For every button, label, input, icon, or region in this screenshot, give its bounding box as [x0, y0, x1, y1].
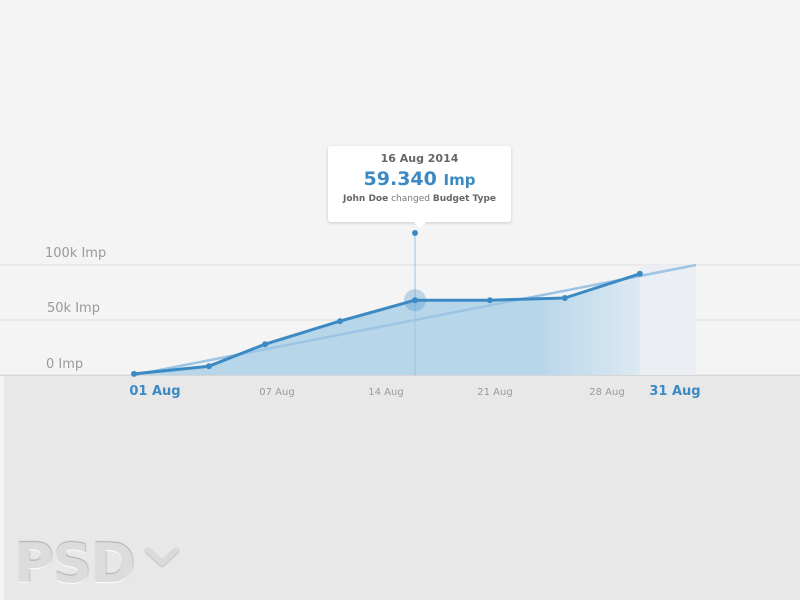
tooltip-anchor-dot [412, 230, 418, 236]
x-tick-label: 01 Aug [129, 384, 181, 399]
tooltip-action: changed [391, 194, 430, 204]
x-tick-label: 21 Aug [477, 387, 513, 398]
tooltip-date: 16 Aug 2014 [380, 152, 459, 165]
tooltip-description: John Doe changed Budget Type [328, 194, 511, 204]
x-tick-label: 07 Aug [259, 387, 295, 398]
data-point[interactable] [337, 318, 344, 325]
x-tick-label: 14 Aug [368, 387, 404, 398]
data-point[interactable] [561, 295, 568, 301]
y-tick-label: 0 Imp [46, 357, 84, 372]
tooltip-field: Budget Type [432, 194, 497, 204]
tooltip: 16 Aug 2014 59.340 Imp John Doe changed … [328, 146, 511, 228]
series-line [133, 272, 641, 376]
y-tick-label: 100k Imp [45, 246, 107, 261]
data-point[interactable] [205, 363, 212, 370]
data-point[interactable] [636, 270, 643, 277]
tooltip-value: 59.340 [363, 168, 437, 190]
y-tick-label: 50k Imp [47, 301, 100, 316]
chevron-down-icon[interactable] [143, 545, 181, 571]
chart-footer-area [4, 376, 800, 600]
x-tick-label: 28 Aug [589, 387, 625, 398]
tooltip-value-row: 59.340 Imp [328, 168, 511, 190]
data-point[interactable] [412, 297, 418, 304]
psd-logo: PSD [14, 532, 135, 595]
tooltip-user: John Doe [342, 194, 389, 204]
future-period-area [639, 265, 696, 375]
data-point[interactable] [486, 297, 493, 304]
data-point[interactable] [262, 341, 269, 348]
tooltip-unit: Imp [443, 171, 476, 189]
data-point[interactable] [131, 370, 137, 377]
x-tick-label: 31 Aug [649, 384, 701, 399]
